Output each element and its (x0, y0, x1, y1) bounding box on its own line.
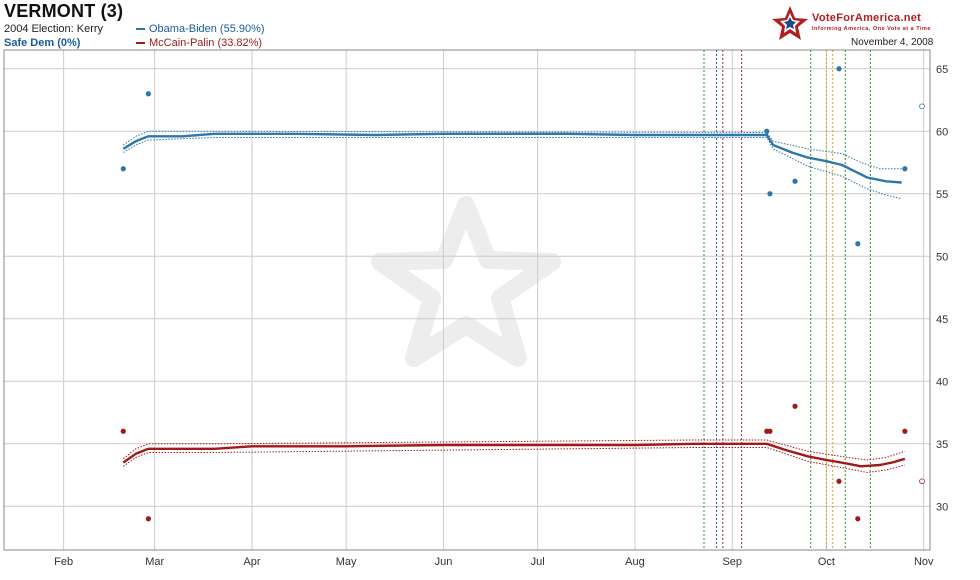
series-upper-band-obama (123, 130, 902, 170)
x-tick-label: Aug (625, 556, 645, 568)
series-lower-band-mccain (123, 447, 906, 474)
legend-item-obama: Obama-Biden (55.90%) (136, 23, 265, 35)
legend-swatch-mccain (136, 42, 145, 44)
legend-item-mccain: McCain-Palin (33.82%) (136, 37, 262, 49)
end-marker-obama (919, 103, 925, 110)
y-tick-label: 45 (936, 314, 948, 326)
y-tick-label: 30 (936, 501, 948, 513)
previous-election-label: 2004 Election: Kerry (4, 23, 104, 35)
series-upper-band-mccain (122, 439, 906, 461)
brand-name: VoteForAmerica.net (812, 12, 922, 24)
rating-label: Safe Dem (0%) (4, 37, 81, 49)
series-line-obama (122, 132, 902, 184)
y-tick-label: 60 (936, 126, 948, 138)
poll-point-mccain (855, 516, 861, 522)
poll-point-mccain (836, 478, 842, 484)
poll-point-obama (792, 178, 798, 184)
plot-background (4, 50, 930, 550)
y-tick-label: 40 (936, 376, 948, 388)
poll-point-mccain (792, 403, 798, 409)
poll-point-obama (764, 128, 770, 134)
series-line-mccain (122, 442, 906, 468)
poll-point-obama (902, 166, 908, 172)
page-title: VERMONT (3) (4, 1, 124, 21)
x-tick-label: Jun (435, 556, 453, 568)
star-logo-icon (772, 6, 808, 40)
date-label: November 4, 2008 (851, 37, 934, 48)
poll-point-obama (120, 166, 126, 172)
brand-tagline: Informing America, One Vote at a Time (812, 26, 931, 32)
x-tick-label: Jul (531, 556, 545, 568)
legend-swatch-obama (136, 28, 145, 30)
x-tick-label: Feb (54, 556, 73, 568)
series-lower-band-obama (123, 137, 902, 200)
poll-point-mccain (145, 516, 151, 522)
x-tick-label: Apr (243, 556, 260, 568)
poll-point-obama (767, 191, 773, 197)
poll-point-mccain (902, 428, 908, 434)
x-tick-label: Mar (145, 556, 164, 568)
legend-label-obama: Obama-Biden (55.90%) (149, 23, 265, 35)
x-tick-label: May (336, 556, 357, 568)
y-tick-label: 35 (936, 439, 948, 451)
poll-point-mccain (767, 428, 773, 434)
poll-point-mccain (120, 428, 126, 434)
poll-point-obama (855, 241, 861, 247)
plot-frame (3, 49, 931, 551)
x-tick-label: Oct (818, 556, 835, 568)
y-tick-label: 50 (936, 251, 948, 263)
x-tick-label: Sep (722, 556, 742, 568)
watermark-star-icon (371, 196, 561, 367)
x-tick-label: Nov (914, 556, 934, 568)
end-marker-mccain (919, 478, 925, 485)
poll-point-obama (836, 66, 842, 72)
legend-label-mccain: McCain-Palin (33.82%) (149, 37, 263, 49)
y-tick-label: 55 (936, 189, 948, 201)
poll-point-obama (145, 91, 151, 97)
y-tick-label: 65 (936, 64, 948, 76)
